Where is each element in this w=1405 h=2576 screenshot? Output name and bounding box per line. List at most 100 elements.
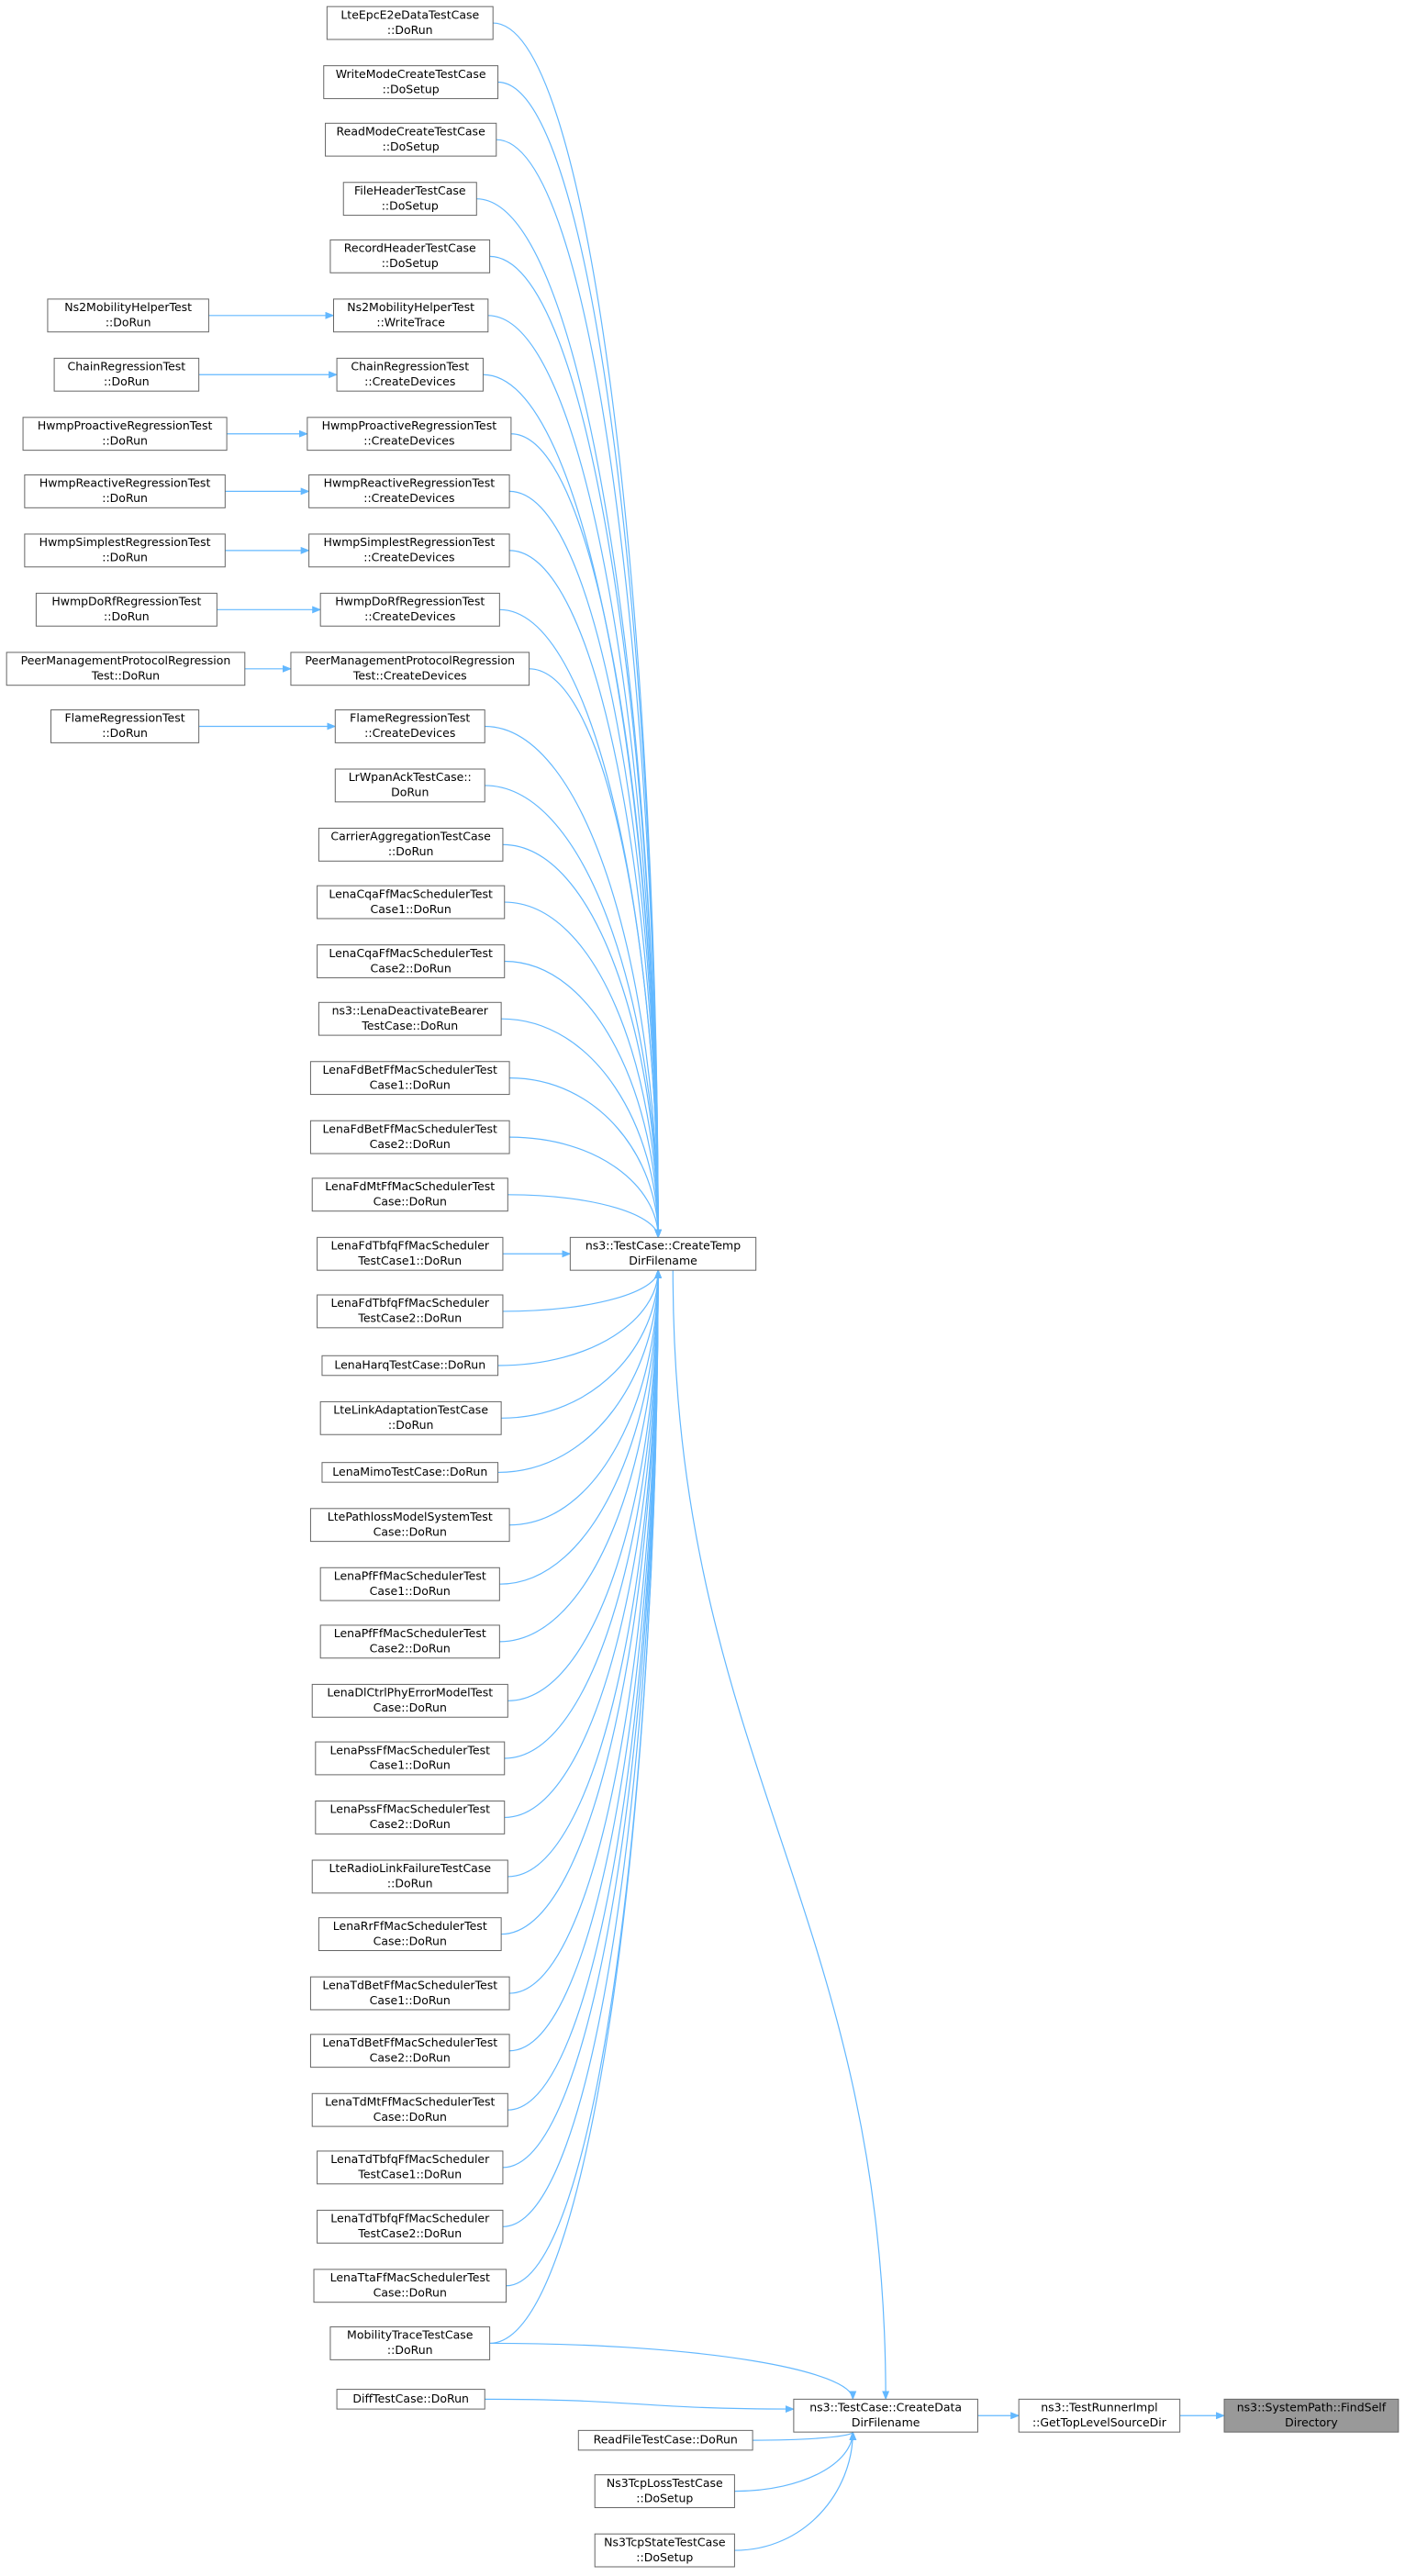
node-box[interactable] <box>1018 2398 1181 2433</box>
node-label[interactable]: ::DoSetup <box>382 256 439 270</box>
function-node[interactable]: CarrierAggregationTestCase::DoRun <box>318 827 504 862</box>
node-box[interactable] <box>311 1859 508 1894</box>
node-label[interactable]: HwmpSimplestRegressionTest <box>39 535 211 549</box>
function-node[interactable]: LteEpcE2eDataTestCase::DoRun <box>326 6 494 40</box>
function-node[interactable]: ns3::TestRunnerImpl::GetTopLevelSourceDi… <box>1018 2398 1181 2433</box>
function-node[interactable]: LteLinkAdaptationTestCase::DoRun <box>319 1400 502 1435</box>
node-label[interactable]: ns3::TestRunnerImpl <box>1041 2401 1157 2414</box>
node-label[interactable]: Case2::DoRun <box>370 1137 451 1151</box>
function-node[interactable]: HwmpReactiveRegressionTest::CreateDevice… <box>308 474 510 508</box>
function-node[interactable]: LrWpanAckTestCase::DoRun <box>334 768 485 803</box>
node-label[interactable]: LenaPfFfMacSchedulerTest <box>334 1568 486 1582</box>
node-box[interactable] <box>50 709 200 743</box>
function-node[interactable]: Ns3TcpLossTestCase::DoSetup <box>594 2474 735 2509</box>
function-node[interactable]: LteRadioLinkFailureTestCase::DoRun <box>311 1859 508 1894</box>
node-label[interactable]: ::DoSetup <box>636 2550 693 2564</box>
node-box[interactable] <box>326 6 494 40</box>
node-label[interactable]: ns3::TestCase::CreateData <box>809 2401 962 2414</box>
node-label[interactable]: LenaFdBetFfMacSchedulerTest <box>323 1063 498 1076</box>
node-box[interactable] <box>336 2389 485 2410</box>
node-box[interactable] <box>569 1236 757 1271</box>
function-node[interactable]: HwmpReactiveRegressionTest::DoRun <box>24 474 226 508</box>
node-label[interactable]: PeerManagementProtocolRegression <box>305 653 515 667</box>
node-box[interactable] <box>317 2209 504 2244</box>
function-node[interactable]: FlameRegressionTest::CreateDevices <box>334 709 485 743</box>
node-label[interactable]: LenaTdMtFfMacSchedulerTest <box>325 2094 495 2108</box>
node-label[interactable]: Ns3TcpStateTestCase <box>604 2535 726 2548</box>
node-label[interactable]: ns3::LenaDeactivateBearer <box>332 1003 489 1017</box>
function-node[interactable]: HwmpDoRfRegressionTest::DoRun <box>35 592 217 627</box>
node-label[interactable]: LenaFdMtFfMacSchedulerTest <box>325 1179 495 1193</box>
node-label[interactable]: Case::DoRun <box>374 2110 447 2124</box>
node-label[interactable]: TestCase2::DoRun <box>357 1311 462 1325</box>
node-label[interactable]: ::DoRun <box>102 726 148 740</box>
node-label[interactable]: ::DoRun <box>102 491 148 505</box>
node-label[interactable]: Case::DoRun <box>374 1701 447 1714</box>
node-label[interactable]: TestCase1::DoRun <box>357 2168 462 2181</box>
node-label[interactable]: DiffTestCase::DoRun <box>352 2392 469 2405</box>
node-box[interactable] <box>307 417 512 452</box>
function-node[interactable]: MobilityTraceTestCase::DoRun <box>329 2326 491 2360</box>
node-label[interactable]: ::CreateDevices <box>364 609 455 623</box>
function-node[interactable]: Ns3TcpStateTestCase::DoSetup <box>594 2533 735 2568</box>
function-node[interactable]: HwmpProactiveRegressionTest::CreateDevic… <box>307 417 512 452</box>
function-node[interactable]: ReadModeCreateTestCase::DoSetup <box>325 122 497 157</box>
node-box[interactable] <box>309 2034 510 2069</box>
node-label[interactable]: LteLinkAdaptationTestCase <box>333 1403 488 1417</box>
node-label[interactable]: FlameRegressionTest <box>64 711 184 725</box>
node-label[interactable]: ::DoSetup <box>383 139 440 153</box>
node-box[interactable] <box>319 1624 500 1659</box>
node-box[interactable] <box>24 474 226 508</box>
node-label[interactable]: ::DoRun <box>102 551 148 564</box>
node-label[interactable]: LrWpanAckTestCase:: <box>349 770 472 784</box>
node-box[interactable] <box>315 1741 506 1776</box>
node-label[interactable]: TestCase1::DoRun <box>357 1254 462 1267</box>
node-label[interactable]: ::DoSetup <box>383 82 440 95</box>
node-label[interactable]: DoRun <box>391 786 429 799</box>
node-label[interactable]: LenaFdBetFfMacSchedulerTest <box>323 1121 498 1135</box>
node-label[interactable]: Case::DoRun <box>374 1524 447 1538</box>
node-label[interactable]: ChainRegressionTest <box>351 360 469 374</box>
node-box[interactable] <box>47 298 209 333</box>
node-label[interactable]: Case1::DoRun <box>370 1077 451 1091</box>
node-box[interactable] <box>336 357 484 392</box>
node-label[interactable]: FlameRegressionTest <box>350 711 470 725</box>
node-label[interactable]: ::DoSetup <box>382 198 439 212</box>
function-node[interactable]: HwmpSimplestRegressionTest::DoRun <box>24 533 226 568</box>
node-box[interactable] <box>22 417 228 452</box>
node-label[interactable]: LenaMimoTestCase::DoRun <box>332 1465 487 1478</box>
node-box[interactable] <box>334 768 485 803</box>
node-box[interactable] <box>334 709 485 743</box>
function-node[interactable]: RecordHeaderTestCase::DoSetup <box>329 239 491 273</box>
node-label[interactable]: LenaTdBetFfMacSchedulerTest <box>322 2035 497 2049</box>
node-box[interactable] <box>594 2533 735 2568</box>
node-box[interactable] <box>317 1294 504 1329</box>
node-label[interactable]: ::DoSetup <box>636 2491 693 2504</box>
node-box[interactable] <box>594 2474 735 2509</box>
node-label[interactable]: LenaTdTbfqFfMacScheduler <box>330 2212 490 2225</box>
node-label[interactable]: WriteModeCreateTestCase <box>336 67 486 81</box>
node-label[interactable]: CarrierAggregationTestCase <box>330 830 491 843</box>
node-box[interactable] <box>313 2269 507 2303</box>
node-label[interactable]: LenaFdTbfqFfMacScheduler <box>330 1239 489 1253</box>
node-label[interactable]: LenaCqaFfMacSchedulerTest <box>329 887 493 900</box>
node-box[interactable] <box>311 1177 508 1212</box>
node-label[interactable]: LenaRrFfMacSchedulerTest <box>333 1919 487 1933</box>
function-node[interactable]: Ns2MobilityHelperTest::WriteTrace <box>333 298 489 333</box>
node-label[interactable]: Case2::DoRun <box>370 2050 451 2064</box>
node-label[interactable]: HwmpDoRfRegressionTest <box>51 595 201 608</box>
node-label[interactable]: ReadModeCreateTestCase <box>337 124 486 138</box>
function-node[interactable]: WriteModeCreateTestCase::DoSetup <box>323 65 499 99</box>
node-label[interactable]: LenaTtaFfMacSchedulerTest <box>330 2270 490 2284</box>
